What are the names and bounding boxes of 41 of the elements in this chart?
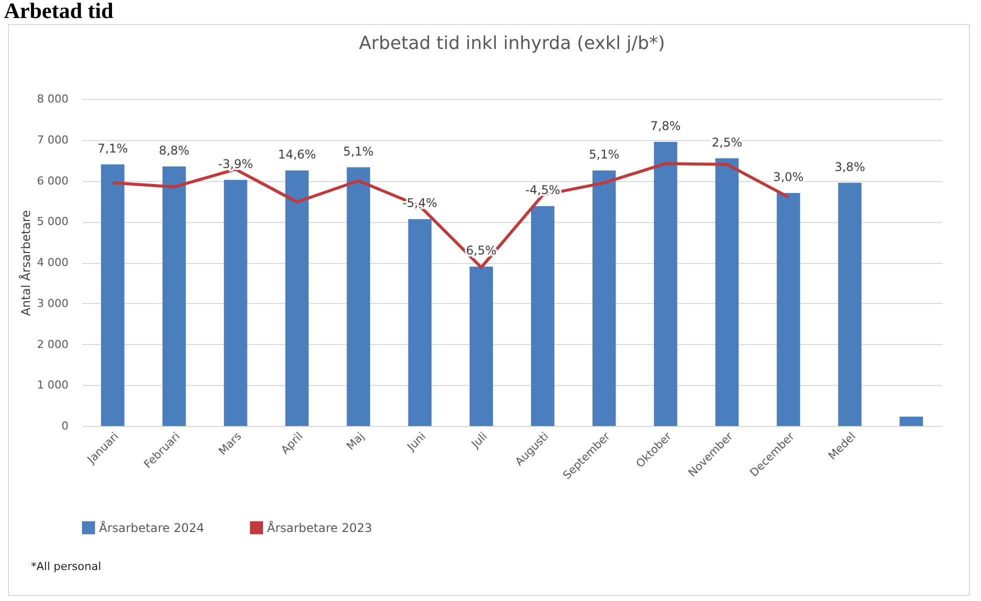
annotation: -3,9% — [218, 156, 253, 171]
y-axis-title: Antal Årsarbetare — [18, 210, 34, 316]
x-tick-label: Maj — [344, 430, 367, 453]
y-tick-label: 4 000 — [37, 256, 68, 269]
annotation: 5,1% — [343, 144, 374, 158]
y-tick-label: 8 000 — [37, 92, 68, 106]
bar — [654, 142, 678, 426]
y-tick-label: 3 000 — [37, 296, 68, 310]
y-tick-label: 2 000 — [37, 338, 68, 351]
bar — [346, 167, 370, 426]
bar — [900, 416, 923, 426]
bar — [715, 158, 739, 426]
annotation: 14,6% — [278, 148, 316, 162]
annotation: 5,1% — [588, 148, 620, 162]
bar — [285, 170, 309, 426]
bar — [162, 166, 186, 426]
bar — [592, 170, 616, 426]
annotation: 8,8% — [158, 143, 190, 158]
bar — [776, 193, 800, 426]
chart-subtitle: Arbetad tid inkl inhyrda (exkl j/b*) — [358, 33, 666, 54]
annotation: 2,5% — [712, 135, 742, 150]
annotation: 3,0% — [773, 170, 804, 184]
bar — [408, 219, 432, 426]
annotation: 7,8% — [650, 118, 681, 133]
chart-title: Arbetad tid — [4, 0, 114, 23]
annotation: 3,8% — [834, 160, 866, 174]
y-tick-label: 5 000 — [37, 215, 68, 228]
bar — [101, 164, 124, 426]
bar — [531, 206, 554, 426]
legend-label: Årsarbetare 2024 — [99, 520, 204, 535]
y-tick-label: 0 — [62, 420, 68, 432]
bar — [224, 180, 248, 426]
bar — [470, 266, 493, 426]
y-tick-label: 7 000 — [37, 133, 68, 146]
annotation: -4,5% — [525, 183, 560, 198]
y-tick-label: 1 000 — [37, 378, 68, 392]
y-tick-label: 6 000 — [37, 174, 68, 188]
text: *All personal — [31, 560, 102, 573]
annotation: 7,1% — [97, 141, 128, 156]
bar — [838, 182, 862, 426]
legend-label: Årsarbetare 2023 — [267, 520, 372, 535]
